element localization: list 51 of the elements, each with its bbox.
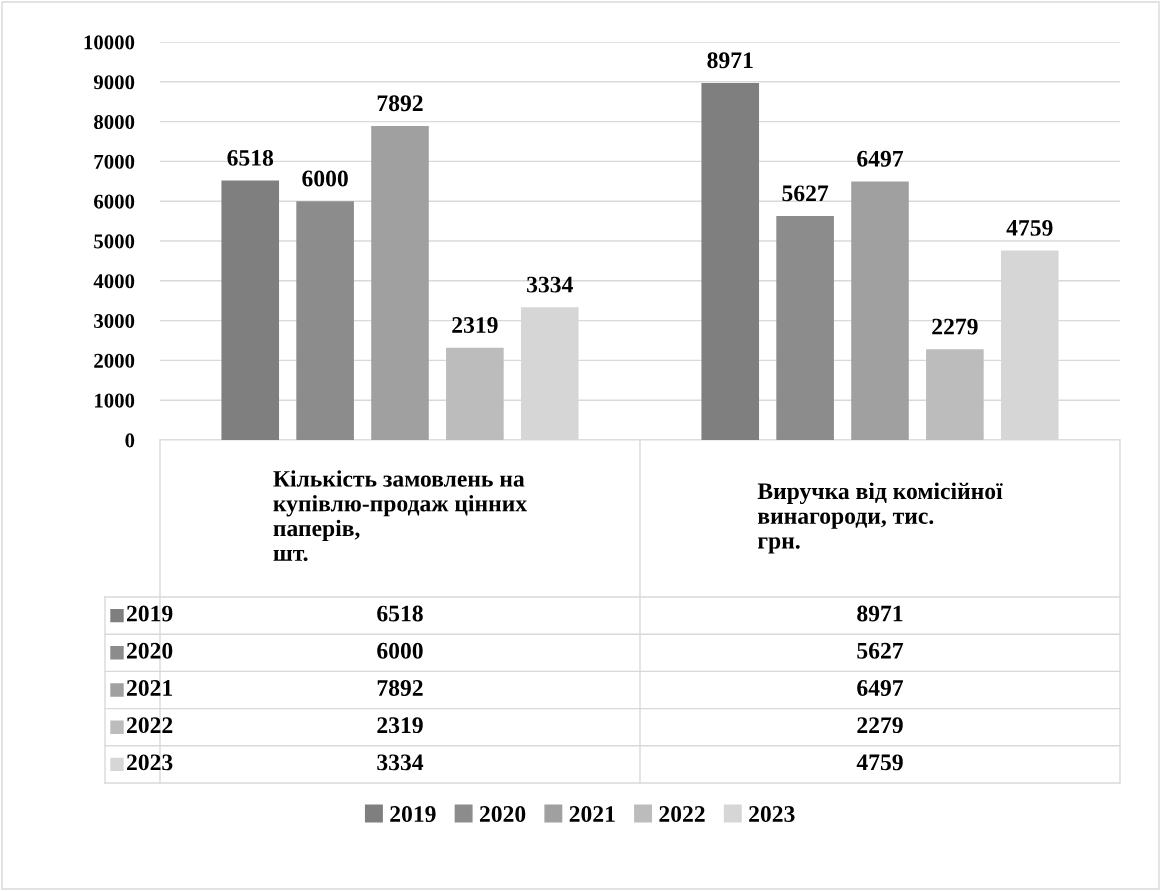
- legend-label: 2022: [659, 806, 705, 822]
- data-label: 6000: [302, 170, 348, 187]
- data-label: 5627: [782, 185, 829, 202]
- y-tick-label: 6000: [94, 194, 135, 209]
- data-label: 6518: [227, 149, 274, 166]
- text: 5627: [857, 642, 904, 659]
- data-label: 2319: [452, 317, 498, 333]
- text: 2020: [479, 806, 526, 822]
- y-tick-label: 10000: [84, 35, 135, 50]
- y-tick-label: 1000: [95, 393, 135, 408]
- bar: [776, 216, 834, 440]
- data-label: 2279: [932, 318, 978, 335]
- y-tick-label: 8000: [94, 114, 135, 130]
- y-tick-label: 3000: [94, 313, 135, 329]
- text: 2279: [857, 717, 903, 734]
- data-label: 8971: [707, 52, 753, 69]
- x-tick-label: Виручка від комісійної винагороди, тис. грн.: [757, 482, 1003, 554]
- text: 2319: [377, 717, 423, 734]
- text: 2023: [126, 754, 173, 771]
- text: 7892: [377, 679, 423, 696]
- text: 6497: [857, 680, 904, 696]
- x-tick-label: Кількість замовлень на купівлю-продаж цінних паперів, шт.: [273, 470, 527, 562]
- data-label: 4759: [1006, 219, 1053, 236]
- y-tick-label: 9000: [93, 75, 135, 90]
- bar: [371, 125, 429, 440]
- legend-label: 2021: [126, 679, 172, 696]
- y-tick-label: 2000: [94, 353, 135, 368]
- y-tick-label: 5000: [94, 234, 135, 249]
- y-tick-label: 0: [125, 433, 135, 448]
- bar: [851, 181, 909, 440]
- text: 6518: [377, 605, 423, 622]
- text: 2022: [126, 717, 173, 734]
- data-label: 6497: [857, 150, 904, 167]
- data-label: 7892: [377, 95, 423, 112]
- y-tick-label: 4000: [93, 274, 135, 289]
- text: 2019: [390, 806, 436, 822]
- bar: [701, 82, 760, 440]
- legend-label: 2023: [749, 806, 795, 822]
- data-label: 3334: [527, 276, 573, 293]
- text: 6000: [377, 642, 423, 659]
- text: 4759: [856, 754, 903, 771]
- bar: [446, 347, 504, 440]
- text: 8971: [857, 605, 903, 622]
- legend-label: 2020: [126, 642, 173, 659]
- bar: [926, 349, 984, 440]
- bar: [296, 201, 354, 440]
- legend-label: 2019: [126, 605, 173, 622]
- text: 3334: [377, 754, 424, 771]
- bar: [221, 180, 280, 440]
- text: 2021: [569, 806, 615, 822]
- y-tick-label: 7000: [94, 154, 135, 169]
